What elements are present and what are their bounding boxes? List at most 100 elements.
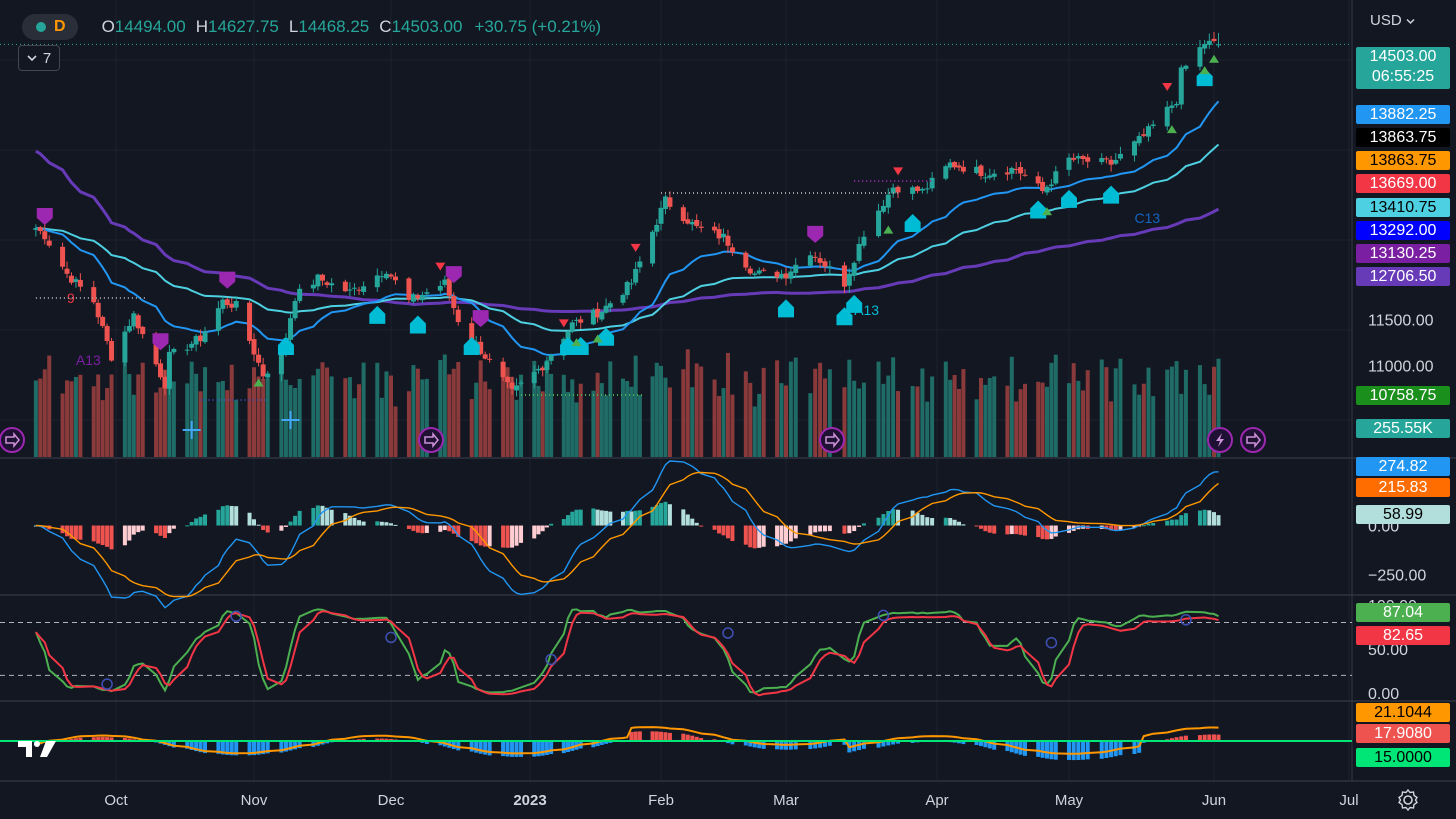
volume-bar bbox=[1040, 382, 1045, 457]
macd-histogram-bar bbox=[91, 525, 96, 542]
sell-signal-marker bbox=[807, 225, 824, 243]
adx-bar bbox=[424, 741, 429, 745]
volume-bar bbox=[279, 356, 284, 457]
macd-histogram-bar bbox=[861, 523, 866, 526]
settings-gear-icon[interactable] bbox=[1396, 788, 1420, 812]
sell-signal-marker bbox=[445, 266, 462, 284]
candle-body bbox=[60, 246, 66, 267]
candle-body bbox=[320, 274, 325, 281]
macd-histogram-bar bbox=[979, 525, 983, 529]
macd-histogram-bar bbox=[608, 511, 613, 526]
buy-signal-marker bbox=[1030, 200, 1047, 219]
dividend-event-icon[interactable] bbox=[0, 427, 25, 453]
candle-body bbox=[189, 343, 195, 348]
currency-label: USD bbox=[1370, 12, 1402, 29]
volume-bar bbox=[891, 357, 896, 457]
candle-body bbox=[774, 271, 780, 278]
volume-bar bbox=[752, 406, 757, 457]
macd-histogram-bar bbox=[315, 505, 320, 526]
adx-bar bbox=[599, 741, 604, 745]
adx-bar bbox=[813, 741, 818, 749]
dividend-event-icon[interactable] bbox=[1240, 427, 1266, 453]
candle-body bbox=[915, 186, 921, 192]
volume-bar bbox=[876, 361, 881, 457]
macd-histogram-bar bbox=[474, 525, 479, 544]
volume-bar bbox=[60, 393, 65, 457]
macd-histogram-bar bbox=[78, 525, 83, 540]
volume-bar bbox=[375, 362, 380, 457]
macd-histogram-bar bbox=[167, 525, 172, 534]
time-axis-label: Oct bbox=[104, 792, 128, 809]
candle-body bbox=[756, 270, 762, 274]
adx-bar bbox=[297, 741, 302, 749]
volume-bar bbox=[1076, 380, 1081, 457]
adx-bar bbox=[1085, 741, 1090, 760]
buy-signal-marker bbox=[277, 337, 294, 355]
volume-bar bbox=[1014, 401, 1019, 457]
candle-body bbox=[595, 308, 601, 318]
candle-body bbox=[783, 273, 789, 279]
volume-bar bbox=[1151, 396, 1156, 457]
volume-bar bbox=[599, 383, 604, 457]
volume-bar bbox=[1053, 354, 1058, 457]
tradingview-logo-icon bbox=[18, 741, 56, 757]
lightning-event-icon[interactable] bbox=[1207, 427, 1233, 453]
volume-bar bbox=[920, 368, 925, 457]
adx-bar bbox=[105, 737, 110, 741]
macd-histogram-bar bbox=[1169, 519, 1174, 526]
adx-bar bbox=[1040, 741, 1045, 758]
adx-bar bbox=[389, 738, 393, 741]
volume-bar bbox=[952, 374, 957, 457]
candle-body bbox=[442, 279, 448, 285]
adx-bar bbox=[1212, 734, 1216, 741]
candle-body bbox=[846, 273, 852, 286]
currency-selector[interactable]: USD bbox=[1370, 12, 1415, 29]
stoch-cross-marker bbox=[1180, 614, 1192, 626]
macd-histogram-bar bbox=[659, 503, 663, 526]
up-triangle-marker bbox=[571, 338, 582, 347]
symbol-pill[interactable]: D bbox=[22, 14, 78, 40]
candle-body bbox=[698, 226, 704, 228]
candle-body bbox=[251, 339, 257, 355]
adx-bar bbox=[171, 741, 176, 748]
adx-bar bbox=[842, 741, 847, 745]
candle-body bbox=[856, 243, 862, 261]
macd-histogram-bar bbox=[375, 521, 380, 526]
candle-body bbox=[694, 219, 700, 227]
candle-body bbox=[91, 287, 97, 303]
candle-body bbox=[578, 319, 584, 323]
candle-body bbox=[1178, 67, 1184, 105]
price-tag: 13882.25 bbox=[1356, 105, 1450, 124]
candle-body bbox=[779, 273, 785, 279]
candle-body bbox=[569, 322, 575, 331]
interval-label[interactable]: D bbox=[54, 18, 66, 35]
candle-body bbox=[104, 326, 110, 341]
candle-body bbox=[392, 276, 398, 281]
macd-histogram-bar bbox=[127, 525, 132, 541]
candle-body bbox=[260, 364, 266, 377]
indicators-toggle-button[interactable]: 7 bbox=[18, 45, 60, 71]
volume-bar bbox=[297, 378, 302, 457]
adx-bar bbox=[730, 741, 735, 745]
macd-histogram-bar bbox=[690, 518, 695, 526]
candle-body bbox=[356, 289, 362, 291]
price-tag: 255.55K bbox=[1356, 419, 1450, 438]
macd-histogram-bar bbox=[663, 501, 668, 526]
up-triangle-marker bbox=[253, 378, 264, 387]
candle-body bbox=[991, 173, 997, 177]
adx-bar bbox=[198, 741, 203, 753]
high-value: 14627.75 bbox=[207, 17, 279, 36]
volume-bar bbox=[105, 388, 110, 457]
macd-histogram-bar bbox=[730, 525, 735, 542]
dividend-event-icon[interactable] bbox=[819, 427, 845, 453]
low-key: L bbox=[288, 17, 299, 36]
volume-bar bbox=[690, 387, 695, 457]
candle-body bbox=[95, 302, 101, 318]
candle-body bbox=[827, 266, 833, 268]
candle-body bbox=[505, 376, 511, 383]
dividend-event-icon[interactable] bbox=[418, 427, 444, 453]
adx-bar bbox=[561, 741, 566, 754]
macd-histogram-bar bbox=[1165, 520, 1170, 526]
candle-body bbox=[885, 194, 891, 208]
